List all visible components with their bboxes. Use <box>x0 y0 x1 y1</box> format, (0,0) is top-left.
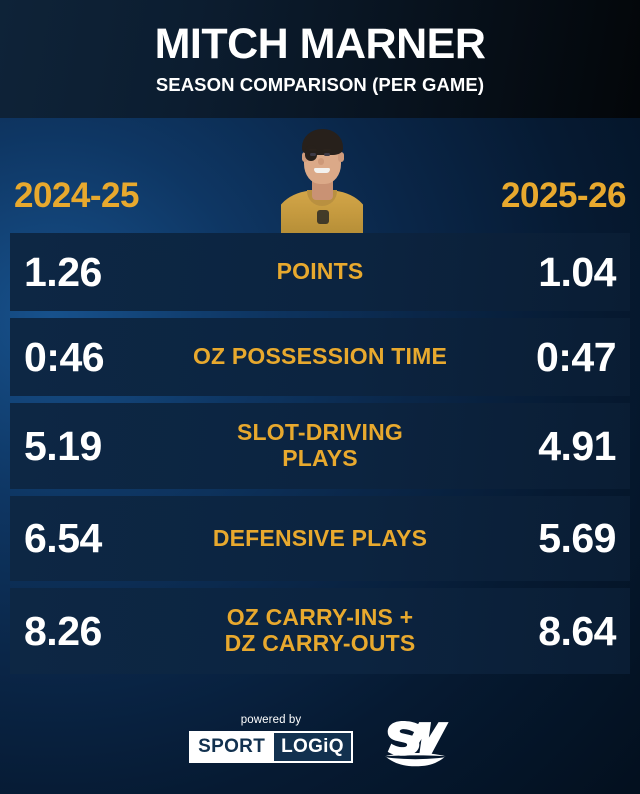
stat-value-right: 8.64 <box>538 607 616 654</box>
graphic-footer: powered by SPORT LOGiQ <box>0 684 640 794</box>
powered-by-label: powered by <box>240 714 302 727</box>
graphic-header: MITCH MARNER SEASON COMPARISON (PER GAME… <box>0 0 640 118</box>
stat-row: 5.19 SLOT-DRIVING PLAYS 4.91 <box>10 403 630 489</box>
stat-row: 1.26 POINTS 1.04 <box>10 233 630 311</box>
season-label-right: 2025-26 <box>501 176 626 215</box>
stat-value-right: 1.04 <box>538 248 616 295</box>
stat-row: 0:46 OZ POSSESSION TIME 0:47 <box>10 318 630 396</box>
sportsnet-logo-icon <box>384 721 449 767</box>
stat-label: OZ CARRY-INS + DZ CARRY-OUTS <box>224 604 416 656</box>
player-mouth <box>314 168 330 173</box>
player-headshot <box>281 118 363 235</box>
stat-value-left: 0:46 <box>24 333 105 380</box>
stat-label: DEFENSIVE PLAYS <box>212 524 428 551</box>
stat-value-left: 8.26 <box>24 607 102 654</box>
player-ear-right <box>338 152 344 162</box>
sportlogiq-block: powered by SPORT LOGiQ <box>189 715 353 763</box>
stat-label: OZ POSSESSION TIME <box>192 343 448 370</box>
player-eye-right <box>324 153 330 156</box>
stat-row: 8.26 OZ CARRY-INS + DZ CARRY-OUTS 8.64 <box>10 588 630 674</box>
season-label-left: 2024-25 <box>14 176 139 215</box>
stat-label: POINTS <box>276 258 364 285</box>
sportlogiq-logo-logiq: LOGiQ <box>272 732 351 761</box>
stat-value-right: 5.69 <box>538 515 616 561</box>
team-crest-icon <box>317 210 329 224</box>
player-brow-left <box>309 149 317 151</box>
player-hair <box>302 129 343 161</box>
player-brow-right <box>323 149 331 151</box>
page-title: MITCH MARNER <box>154 20 486 69</box>
stat-rows: 1.26 POINTS 1.04 0:46 OZ POSSESSION TIME… <box>10 233 630 681</box>
stat-value-left: 5.19 <box>24 422 102 469</box>
page-subtitle: SEASON COMPARISON (PER GAME) <box>155 74 485 96</box>
sportlogiq-logo: SPORT LOGiQ <box>189 730 353 763</box>
stat-value-right: 4.91 <box>538 422 616 469</box>
stat-value-right: 0:47 <box>535 333 617 380</box>
stat-label: SLOT-DRIVING PLAYS <box>237 419 403 471</box>
stat-value-left: 1.26 <box>24 248 102 295</box>
stat-value-left: 6.54 <box>24 515 102 561</box>
player-eye-left <box>310 153 316 156</box>
stat-row: 6.54 DEFENSIVE PLAYS 5.69 <box>10 496 630 581</box>
season-band: 2024-25 2025-26 <box>0 118 640 235</box>
player-nose <box>318 158 324 165</box>
sportlogiq-logo-sport: SPORT <box>191 732 273 761</box>
